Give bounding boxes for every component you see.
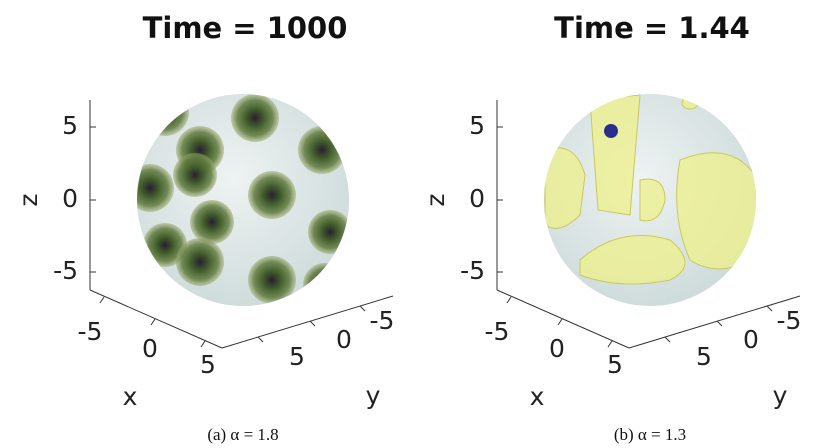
caption: (b) α = 1.3 (614, 425, 686, 444)
y-tick-label: 0 (743, 325, 759, 354)
y-tick (665, 337, 670, 342)
figure: (a) α = 1.8 (b) α = 1.3 Time = 1000 5 0 -5 z… (0, 0, 820, 448)
y-label: y (366, 381, 381, 410)
x-tick-label: 5 (200, 350, 216, 379)
x-tick (151, 319, 155, 325)
z-label: z (421, 193, 450, 206)
panel-title: Time = 1000 (143, 11, 348, 45)
y-tick-label: 5 (289, 342, 305, 371)
x-label: x (530, 382, 545, 411)
x-tick (558, 319, 562, 325)
x-label: x (123, 382, 138, 411)
caption: (a) α = 1.8 (207, 425, 278, 444)
y-tick (258, 337, 263, 342)
y-tick (360, 306, 365, 311)
sphere-b (544, 94, 760, 306)
y-label: y (773, 381, 788, 410)
x-tick (100, 297, 104, 303)
y-tick (717, 321, 722, 326)
y-tick-label: 5 (696, 342, 712, 371)
y-tick (310, 321, 315, 326)
z-tick-label: 5 (62, 111, 78, 140)
y-tick-label: 0 (336, 325, 352, 354)
y-tick-label: -5 (370, 306, 395, 335)
z-tick-label: 0 (62, 184, 78, 213)
z-tick-label: 5 (469, 111, 485, 140)
x-tick-label: 0 (549, 334, 565, 363)
panel-title: Time = 1.44 (554, 11, 750, 45)
x-tick-label: 5 (607, 350, 623, 379)
x-tick (201, 341, 205, 347)
x-tick (507, 297, 511, 303)
y-tick-label: -5 (777, 306, 802, 335)
z-tick-label: 0 (469, 184, 485, 213)
z-label: z (14, 193, 43, 206)
x-tick (608, 341, 612, 347)
z-tick-label: -5 (53, 256, 78, 285)
sphere-a (126, 88, 352, 307)
x-tick-label: -5 (78, 317, 103, 346)
x-tick-label: -5 (485, 317, 510, 346)
y-tick (767, 306, 772, 311)
x-tick-label: 0 (142, 334, 158, 363)
z-tick-label: -5 (460, 256, 485, 285)
